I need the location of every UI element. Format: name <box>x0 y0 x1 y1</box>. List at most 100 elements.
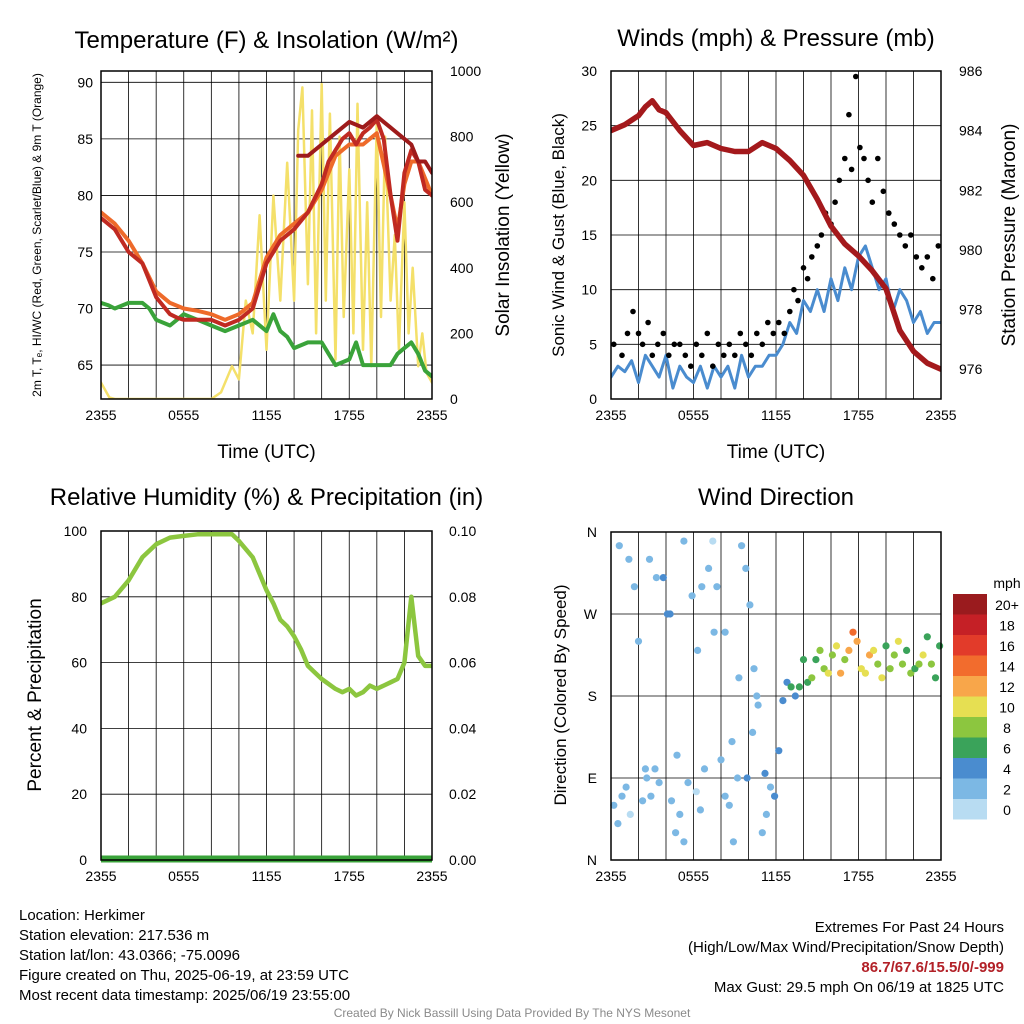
gust-point <box>902 243 909 249</box>
wind-direction-point <box>700 765 709 773</box>
gust-point <box>624 330 631 337</box>
y-tick-label: 40 <box>71 720 87 736</box>
wind-direction-point <box>680 537 688 545</box>
series-line <box>101 82 432 399</box>
chart-title: Relative Humidity (%) & Precipitation (i… <box>50 484 483 511</box>
gust-point <box>721 352 727 359</box>
series-line <box>611 98 941 372</box>
x-tick-label: 2355 <box>85 407 116 423</box>
wind-direction-point <box>808 674 816 682</box>
gust-point <box>861 155 867 162</box>
gust-point <box>924 254 931 260</box>
gust-point <box>639 341 646 348</box>
wind-direction-point <box>725 801 733 809</box>
colorbar-swatch <box>953 696 987 717</box>
wind-direction-point <box>779 697 787 705</box>
y-tick-label: 70 <box>77 301 93 317</box>
gust-point <box>804 275 811 282</box>
y-tick-label: 0 <box>589 391 597 407</box>
y2-tick-label: 982 <box>959 182 983 198</box>
gust-point <box>853 73 859 80</box>
wind-direction-point <box>743 774 751 782</box>
recent-data-text: Most recent data timestamp: 2025/06/19 2… <box>19 987 351 1004</box>
gust-point <box>693 341 700 348</box>
y-tick-label: 80 <box>77 187 93 203</box>
wind-direction-point <box>626 810 634 819</box>
wind-direction-point <box>828 651 837 659</box>
gust-point <box>891 221 898 227</box>
station-info: Location: Herkimer Station elevation: 21… <box>19 906 350 1006</box>
wind-direction-point <box>729 838 738 846</box>
wind-direction-point <box>645 555 654 563</box>
colorbar-label: 10 <box>999 700 1015 716</box>
gust-point <box>781 330 788 337</box>
y2-tick-label: 1000 <box>450 63 481 79</box>
wind-direction-point <box>853 637 861 645</box>
wind-direction-point <box>753 692 761 700</box>
colorbar-label: 16 <box>999 638 1015 654</box>
gust-point <box>842 155 848 162</box>
latlon-text: Station lat/lon: 43.0366; -75.0096 <box>19 947 241 964</box>
y-axis-label: Percent & Precipitation <box>25 598 46 791</box>
wind-direction-point <box>927 660 936 668</box>
wind-direction-point <box>890 651 898 659</box>
gust-point <box>754 330 760 337</box>
wind-direction-point <box>713 583 721 591</box>
gust-point <box>930 275 936 282</box>
extremes-panel: Extremes For Past 24 Hours (High/Low/Max… <box>688 918 1004 998</box>
y2-axis-label: Station Pressure (Maroon) <box>999 124 1020 347</box>
y2-tick-label: 800 <box>450 129 474 145</box>
y-tick-label: 0 <box>79 852 87 868</box>
wind-direction-point <box>878 674 886 682</box>
gust-point <box>611 341 617 348</box>
wind-direction-point <box>651 765 659 773</box>
x-tick-label: 1155 <box>761 407 791 423</box>
y-tick-label: W <box>584 606 598 622</box>
wind-direction-point <box>710 628 718 636</box>
wind-direction-point <box>749 728 757 737</box>
wind-direction-point <box>804 678 812 686</box>
wind-direction-point <box>936 642 944 650</box>
x-axis-label: Time (UTC) <box>727 442 826 463</box>
y2-tick-label: 978 <box>959 302 983 318</box>
gust-point <box>809 254 815 260</box>
wind-direction-point <box>652 574 661 582</box>
wind-direction-point <box>673 751 681 759</box>
colorbar-label: 14 <box>999 659 1015 675</box>
wind-direction-point <box>692 788 700 796</box>
wind-direction-point <box>915 660 923 668</box>
series-line <box>296 114 432 175</box>
y2-tick-label: 984 <box>959 123 983 139</box>
y2-tick-label: 976 <box>959 361 983 377</box>
wind-direction-point <box>766 783 775 791</box>
wind-direction-point <box>684 779 692 787</box>
gust-point <box>935 243 942 249</box>
colorbar-label: 6 <box>1003 741 1011 757</box>
y-tick-label: 5 <box>589 336 597 352</box>
gust-point <box>791 286 797 293</box>
x-tick-label: 1755 <box>334 868 365 884</box>
y2-tick-label: 0.02 <box>449 786 476 802</box>
wind-direction-point <box>634 637 643 645</box>
x-tick-label: 2355 <box>595 868 626 884</box>
wind-direction-point <box>721 628 729 636</box>
x-tick-label: 1755 <box>843 407 874 423</box>
colorbar-swatch <box>953 799 987 820</box>
gust-point <box>865 177 871 184</box>
x-tick-label: 1155 <box>251 868 281 884</box>
gust-point <box>737 330 744 337</box>
elevation-text: Station elevation: 217.536 m <box>19 927 210 944</box>
wind-direction-point <box>861 669 870 677</box>
gust-point <box>875 155 881 162</box>
wind-direction-point <box>622 783 630 791</box>
wind-direction-point <box>841 656 849 664</box>
gust-point <box>869 199 876 205</box>
wind-direction-point <box>688 592 696 600</box>
plot-border <box>610 70 942 400</box>
wind-direction-point <box>911 665 919 673</box>
y-tick-label: 10 <box>581 282 597 298</box>
wind-direction-point <box>824 669 832 677</box>
extremes-title: Extremes For Past 24 Hours <box>814 919 1004 936</box>
gust-point <box>726 341 733 348</box>
